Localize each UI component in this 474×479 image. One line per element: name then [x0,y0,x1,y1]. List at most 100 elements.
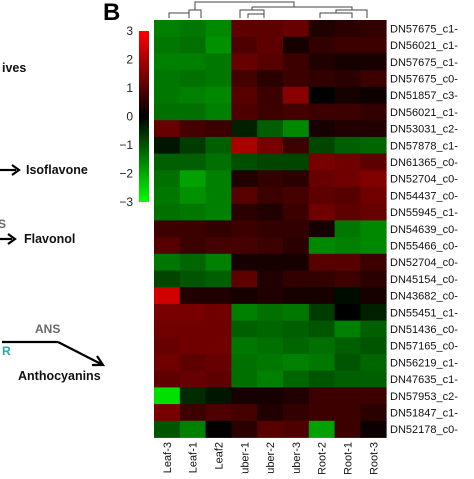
heatmap-cell [283,237,310,255]
heatmap-cell [154,270,181,288]
heatmap-cell [308,136,335,154]
heatmap-cell [283,103,310,121]
heatmap-cell [360,387,387,405]
heatmap-cell [231,86,258,104]
column-label: Tuber-2 [265,442,277,474]
heatmap-cell [205,253,232,271]
heatmap-cell [205,187,232,205]
heatmap-cell [308,420,335,438]
heatmap-cell [231,36,258,54]
heatmap-cell [154,86,181,104]
heatmap-cell [179,103,206,121]
heatmap-cell [154,120,181,138]
pathway-label-derivatives: ives [2,61,26,75]
heatmap-cell [205,237,232,255]
heatmap-cell [283,370,310,388]
heatmap-cell [179,120,206,138]
heatmap-cell [231,237,258,255]
heatmap-cell [154,387,181,405]
heatmap-cell [205,103,232,121]
heatmap-cell [154,153,181,171]
pathway-label-flavonol: Flavonol [24,232,75,246]
column-label: Root-2 [317,442,329,474]
heatmap-cell [231,53,258,71]
row-label: DN57675_c1- [390,23,458,35]
heatmap-cell [283,36,310,54]
heatmap-cell [283,320,310,338]
heatmap-cell [205,20,232,38]
heatmap-cell [334,404,361,422]
heatmap-cell [360,253,387,271]
heatmap-grid [154,20,387,438]
color-scale-tick-label: −2 [119,167,133,181]
heatmap-cell [257,86,284,104]
heatmap-cell [205,404,232,422]
heatmap-cell [360,203,387,221]
row-label: DN56219_c1- [390,357,458,369]
heatmap-cell [231,287,258,305]
heatmap-cell [205,287,232,305]
heatmap-cell [231,387,258,405]
heatmap-cell [257,153,284,171]
row-label: DN61365_c0- [390,157,458,169]
heatmap-cell [179,237,206,255]
heatmap-cell [231,253,258,271]
heatmap-cell [308,337,335,355]
heatmap-cell [283,70,310,88]
heatmap-cell [360,287,387,305]
column-labels: Leaf-3 Leaf-1 Leaf2 Tuber-1 Tuber-2 Tuber-3 Ro… [162,442,380,479]
heatmap-cell [308,153,335,171]
row-label: DN52704_c0- [390,174,458,186]
heatmap-cell [205,270,232,288]
heatmap-cell [154,53,181,71]
heatmap-cell [257,253,284,271]
heatmap-cell [283,220,310,238]
heatmap-cell [283,53,310,71]
heatmap-cell [308,220,335,238]
heatmap-cell [334,370,361,388]
heatmap-cell [257,136,284,154]
heatmap-cell [308,36,335,54]
heatmap-cell [231,20,258,38]
heatmap-cell [360,70,387,88]
heatmap-cell [205,136,232,154]
heatmap-cell [205,170,232,188]
heatmap-cell [231,320,258,338]
heatmap-cell [334,170,361,188]
heatmap-cell [334,20,361,38]
heatmap-cell [257,53,284,71]
heatmap-cell [179,287,206,305]
heatmap-cell [154,237,181,255]
heatmap-cell [205,354,232,372]
heatmap-cell [154,220,181,238]
heatmap-cell [154,404,181,422]
heatmap-cell [231,120,258,138]
color-scale-tick-label: 2 [126,53,133,67]
heatmap-cell [360,136,387,154]
heatmap-cell [231,303,258,321]
heatmap-cell [308,70,335,88]
heatmap-cell [360,170,387,188]
heatmap-cell [360,20,387,38]
heatmap-cell [360,120,387,138]
heatmap-cell [257,103,284,121]
heatmap-cell [179,420,206,438]
heatmap-cell [154,36,181,54]
heatmap-cell [308,203,335,221]
heatmap-cell [205,303,232,321]
arrow-head-isoflavone [11,164,21,176]
heatmap-cell [205,70,232,88]
heatmap-cell [360,53,387,71]
heatmap-cell [308,404,335,422]
heatmap-cell [231,203,258,221]
heatmap-cell [179,20,206,38]
heatmap-cell [179,404,206,422]
heatmap-cell [283,136,310,154]
heatmap-cell [334,253,361,271]
heatmap-cell [257,370,284,388]
heatmap-cell [308,20,335,38]
row-label: DN51857_c3- [390,90,458,102]
enzyme-label-dfr: R [2,344,11,358]
column-label: Root-1 [343,442,355,474]
heatmap-cell [231,70,258,88]
